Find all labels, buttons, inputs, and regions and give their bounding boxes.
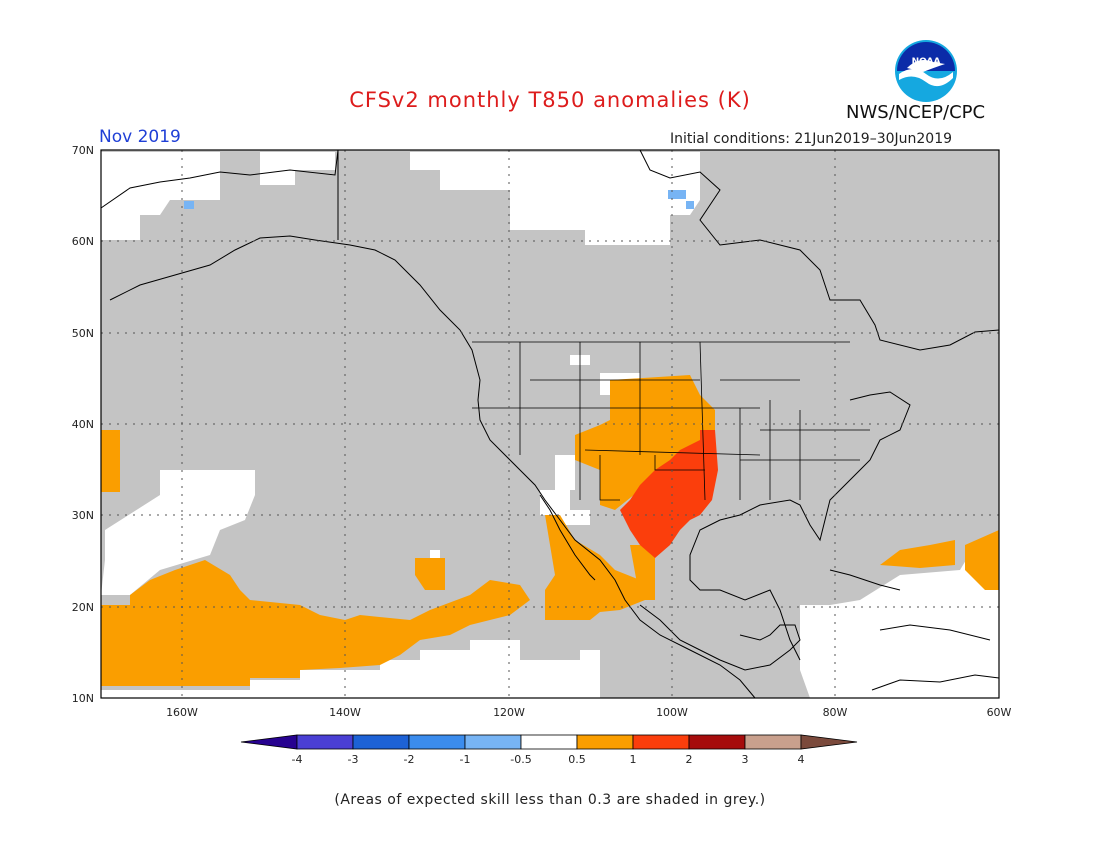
lon-label-120w: 120W [493,706,525,719]
agency-label: NWS/NCEP/CPC [846,102,986,123]
colorbar-tick-label: 1 [630,753,637,766]
colorbar-tick-label: 3 [742,753,749,766]
colorbar-box [576,734,634,750]
colorbar-box [688,734,746,750]
colorbar-box [744,734,802,750]
colorbar-tick-label: -0.5 [510,753,531,766]
colorbar-box [408,734,466,750]
colorbar-box [520,734,578,750]
colorbar-tick-label: -2 [404,753,415,766]
lon-label-140w: 140W [329,706,361,719]
coastlines [100,149,1000,699]
colorbar-box [296,734,354,750]
colorbar-arrow-low [240,734,298,750]
orange-regions [101,375,999,686]
initial-conditions: Initial conditions: 21Jun2019–30Jun2019 [670,131,953,147]
colorbar-tick-label: 2 [686,753,693,766]
lon-label-60w: 60W [987,706,1012,719]
graticule [101,150,999,698]
red-regions [620,430,718,558]
lat-labels: 10N 20N 30N 40N 50N 60N 70N [72,144,94,705]
colorbar-tick-label: 4 [798,753,805,766]
colorbar-tick-label: -1 [460,753,471,766]
white-regions [101,152,999,698]
lat-label-30: 30N [72,509,94,522]
colorbar-tick-label: -4 [292,753,303,766]
lon-label-100w: 100W [656,706,688,719]
map-frame [100,149,1000,699]
colorbar: -4 -3 -2 -1 -0.5 0.5 1 2 3 4 [240,734,858,766]
chart-title: CFSv2 monthly T850 anomalies (K) [349,88,751,112]
forecast-month: Nov 2019 [99,127,181,147]
colorbar-tick-label: -3 [348,753,359,766]
lon-label-80w: 80W [823,706,848,719]
colorbar-box [632,734,690,750]
lon-label-160w: 160W [166,706,198,719]
lat-label-20: 20N [72,601,94,614]
lon-labels: 160W 140W 120W 100W 80W 60W [166,706,1011,719]
skill-footnote: (Areas of expected skill less than 0.3 a… [334,792,766,808]
lat-label-10: 10N [72,692,94,705]
colorbar-arrow-high [800,734,858,750]
colorbar-tick-label: 0.5 [568,753,586,766]
svg-text:NOAA: NOAA [912,57,941,67]
lat-label-50: 50N [72,327,94,340]
blue-spots [184,190,694,209]
lat-label-60: 60N [72,235,94,248]
lat-label-40: 40N [72,418,94,431]
colorbar-box [464,734,522,750]
lat-label-70: 70N [72,144,94,157]
state-borders [472,341,870,501]
noaa-logo: NOAA [895,40,957,102]
colorbar-box [352,734,410,750]
